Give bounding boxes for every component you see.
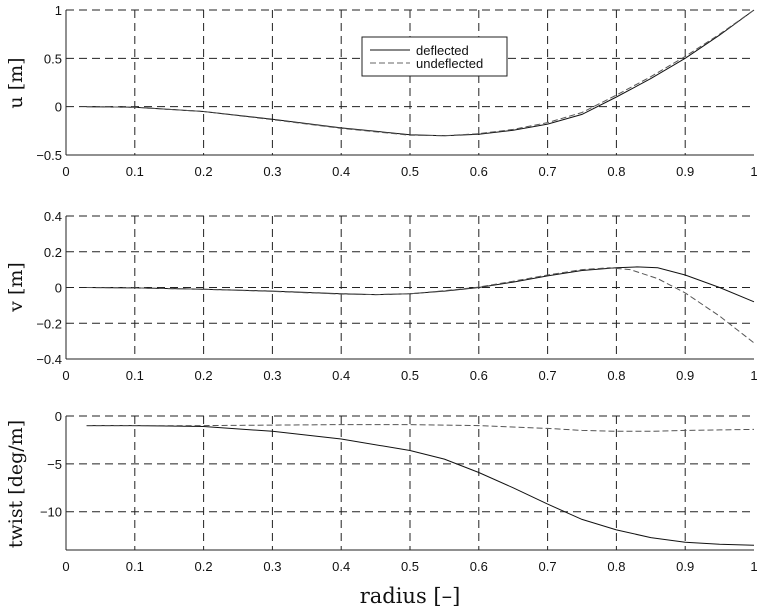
y-tick-label: −0.4 xyxy=(36,352,62,367)
x-tick-label: 0.3 xyxy=(263,368,281,383)
legend-box xyxy=(361,36,508,77)
x-tick-label: 0.4 xyxy=(332,164,350,179)
y-tick-label: 0 xyxy=(55,281,62,296)
y-tick-label: 0.4 xyxy=(44,209,62,224)
subplot-u: 0 0.1 0.2 0.3 0.4 0.5 0.6 0.7 0.8 0.9 1−0.500.51 xyxy=(36,3,757,179)
x-tick-label: 1 xyxy=(750,559,757,574)
x-tick-label: 0.6 xyxy=(470,368,488,383)
y-tick-label: 0 xyxy=(55,409,62,424)
series-line-undeflected xyxy=(86,424,755,432)
legend-label-undeflected: undeflected xyxy=(416,56,483,71)
y-tick-label: −0.5 xyxy=(36,148,62,163)
ylabel-u: u [m] xyxy=(5,57,27,108)
x-tick-label: 0.7 xyxy=(539,164,557,179)
y-tick-label: 0.5 xyxy=(44,51,62,66)
y-tick-label: −0.2 xyxy=(36,316,62,331)
x-tick-label: 0.7 xyxy=(539,368,557,383)
x-tick-label: 0.5 xyxy=(401,368,419,383)
legend: deflected undeflected xyxy=(361,36,508,77)
x-tick-label: 0.9 xyxy=(676,368,694,383)
x-tick-label: 0.3 xyxy=(263,164,281,179)
y-tick-label: −5 xyxy=(47,457,62,472)
x-tick-label: 0.1 xyxy=(126,368,144,383)
x-tick-label: 0.1 xyxy=(126,559,144,574)
x-tick-label: 0.2 xyxy=(195,559,213,574)
x-tick-label: 0.6 xyxy=(470,164,488,179)
series-line-deflected xyxy=(86,9,755,137)
x-tick-label: 0.2 xyxy=(195,368,213,383)
x-tick-label: 1 xyxy=(750,164,757,179)
x-tick-label: 0.8 xyxy=(607,164,625,179)
y-tick-label: −10 xyxy=(40,505,62,520)
x-tick-label: 0 xyxy=(62,164,69,179)
series-line-undeflected xyxy=(86,9,755,137)
x-tick-label: 0.8 xyxy=(607,559,625,574)
subplot-twist: 0 0.1 0.2 0.3 0.4 0.5 0.6 0.7 0.8 0.9 1 −10 −5 0 xyxy=(40,409,758,574)
series-line-deflected xyxy=(86,425,755,546)
legend-label-deflected: deflected xyxy=(416,43,469,58)
subplot-v: 0 0.1 0.2 0.3 0.4 0.5 0.6 0.7 0.8 0.9 1 −0.4 −0.2 0 0.… xyxy=(36,209,757,383)
x-tick-label: 0.3 xyxy=(263,559,281,574)
x-tick-label: 1 xyxy=(750,368,757,383)
series-line-deflected xyxy=(86,266,755,303)
x-tick-label: 0.2 xyxy=(195,164,213,179)
x-tick-label: 0.4 xyxy=(332,559,350,574)
xlabel-radius: radius [–] xyxy=(360,584,461,608)
y-tick-label: 1 xyxy=(55,3,62,18)
x-tick-label: 0 xyxy=(62,559,69,574)
ylabel-twist: twist [deg/m] xyxy=(5,420,27,548)
x-tick-label: 0.6 xyxy=(470,559,488,574)
x-tick-label: 0.5 xyxy=(401,559,419,574)
x-tick-label: 0.8 xyxy=(607,368,625,383)
x-tick-label: 0.9 xyxy=(676,559,694,574)
x-tick-label: 0.9 xyxy=(676,164,694,179)
ylabel-v: v [m] xyxy=(5,262,27,313)
y-tick-label: 0.2 xyxy=(44,245,62,260)
x-tick-label: 0 xyxy=(62,368,69,383)
x-tick-label: 0.7 xyxy=(539,559,557,574)
x-tick-label: 0.5 xyxy=(401,164,419,179)
x-tick-label: 0.1 xyxy=(126,164,144,179)
series-line-undeflected xyxy=(86,267,755,344)
x-tick-label: 0.4 xyxy=(332,368,350,383)
y-tick-label: 0 xyxy=(55,100,62,115)
